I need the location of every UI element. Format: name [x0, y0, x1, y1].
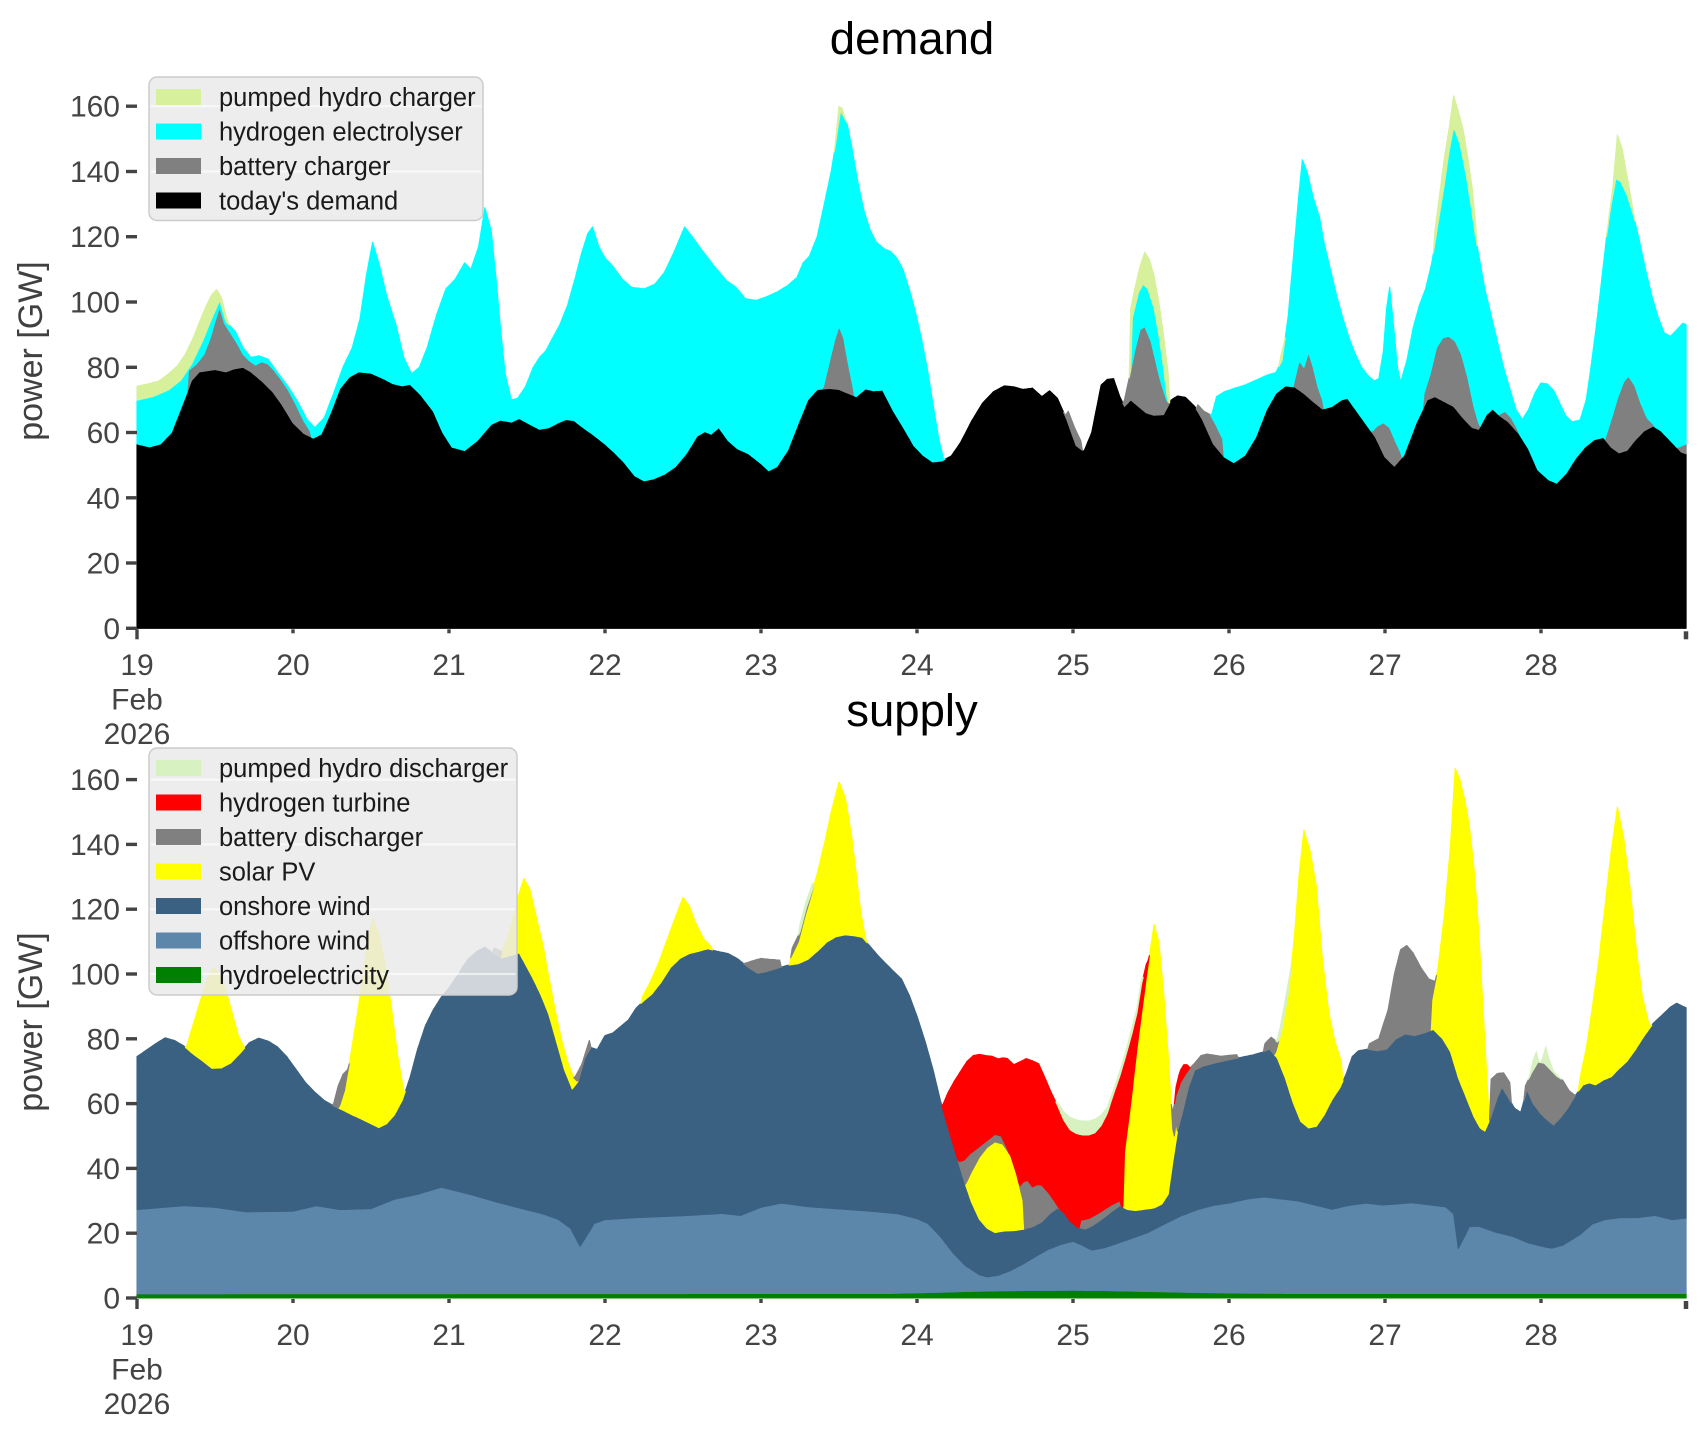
svg-text:2026: 2026: [104, 718, 171, 751]
svg-text:Feb: Feb: [111, 684, 163, 717]
svg-text:supply: supply: [846, 685, 978, 736]
svg-text:pumped hydro charger: pumped hydro charger: [219, 84, 476, 112]
svg-text:25: 25: [1056, 649, 1089, 682]
svg-text:19: 19: [120, 1319, 153, 1352]
svg-text:120: 120: [70, 221, 120, 254]
svg-text:140: 140: [70, 156, 120, 189]
svg-text:160: 160: [70, 764, 120, 797]
svg-text:100: 100: [70, 287, 120, 320]
svg-text:0: 0: [103, 613, 120, 646]
svg-text:28: 28: [1524, 649, 1557, 682]
svg-text:60: 60: [87, 417, 120, 450]
svg-text:40: 40: [87, 482, 120, 515]
svg-text:today's demand: today's demand: [219, 188, 398, 216]
svg-text:24: 24: [900, 649, 933, 682]
svg-text:21: 21: [432, 1319, 465, 1352]
svg-text:80: 80: [87, 352, 120, 385]
svg-text:onshore wind: onshore wind: [219, 893, 371, 921]
svg-text:60: 60: [87, 1088, 120, 1121]
svg-text:160: 160: [70, 91, 120, 124]
svg-text:Feb: Feb: [111, 1354, 163, 1387]
svg-text:offshore wind: offshore wind: [219, 928, 370, 956]
svg-text:2026: 2026: [104, 1388, 171, 1421]
svg-text:power [GW]: power [GW]: [12, 932, 50, 1111]
svg-text:20: 20: [276, 1319, 309, 1352]
svg-text:22: 22: [588, 649, 621, 682]
svg-text:40: 40: [87, 1153, 120, 1186]
svg-text:19: 19: [120, 649, 153, 682]
svg-text:140: 140: [70, 829, 120, 862]
svg-text:23: 23: [744, 1319, 777, 1352]
svg-text:120: 120: [70, 894, 120, 927]
svg-text:22: 22: [588, 1319, 621, 1352]
svg-text:0: 0: [103, 1283, 120, 1316]
svg-text:20: 20: [276, 649, 309, 682]
svg-text:20: 20: [87, 1218, 120, 1251]
svg-text:26: 26: [1212, 649, 1245, 682]
svg-text:21: 21: [432, 649, 465, 682]
svg-text:20: 20: [87, 548, 120, 581]
svg-text:hydrogen electrolyser: hydrogen electrolyser: [219, 119, 463, 147]
svg-text:27: 27: [1368, 649, 1401, 682]
svg-text:power [GW]: power [GW]: [12, 261, 50, 440]
svg-text:80: 80: [87, 1023, 120, 1056]
svg-text:27: 27: [1368, 1319, 1401, 1352]
svg-text:pumped hydro discharger: pumped hydro discharger: [219, 755, 509, 783]
svg-text:battery charger: battery charger: [219, 153, 391, 181]
svg-text:hydroelectricity: hydroelectricity: [219, 962, 389, 990]
svg-text:28: 28: [1524, 1319, 1557, 1352]
svg-text:battery discharger: battery discharger: [219, 824, 424, 852]
svg-text:100: 100: [70, 959, 120, 992]
svg-text:26: 26: [1212, 1319, 1245, 1352]
svg-text:23: 23: [744, 649, 777, 682]
svg-text:24: 24: [900, 1319, 933, 1352]
svg-text:demand: demand: [830, 13, 994, 64]
svg-text:solar PV: solar PV: [219, 859, 315, 887]
svg-text:25: 25: [1056, 1319, 1089, 1352]
svg-text:hydrogen turbine: hydrogen turbine: [219, 790, 410, 818]
